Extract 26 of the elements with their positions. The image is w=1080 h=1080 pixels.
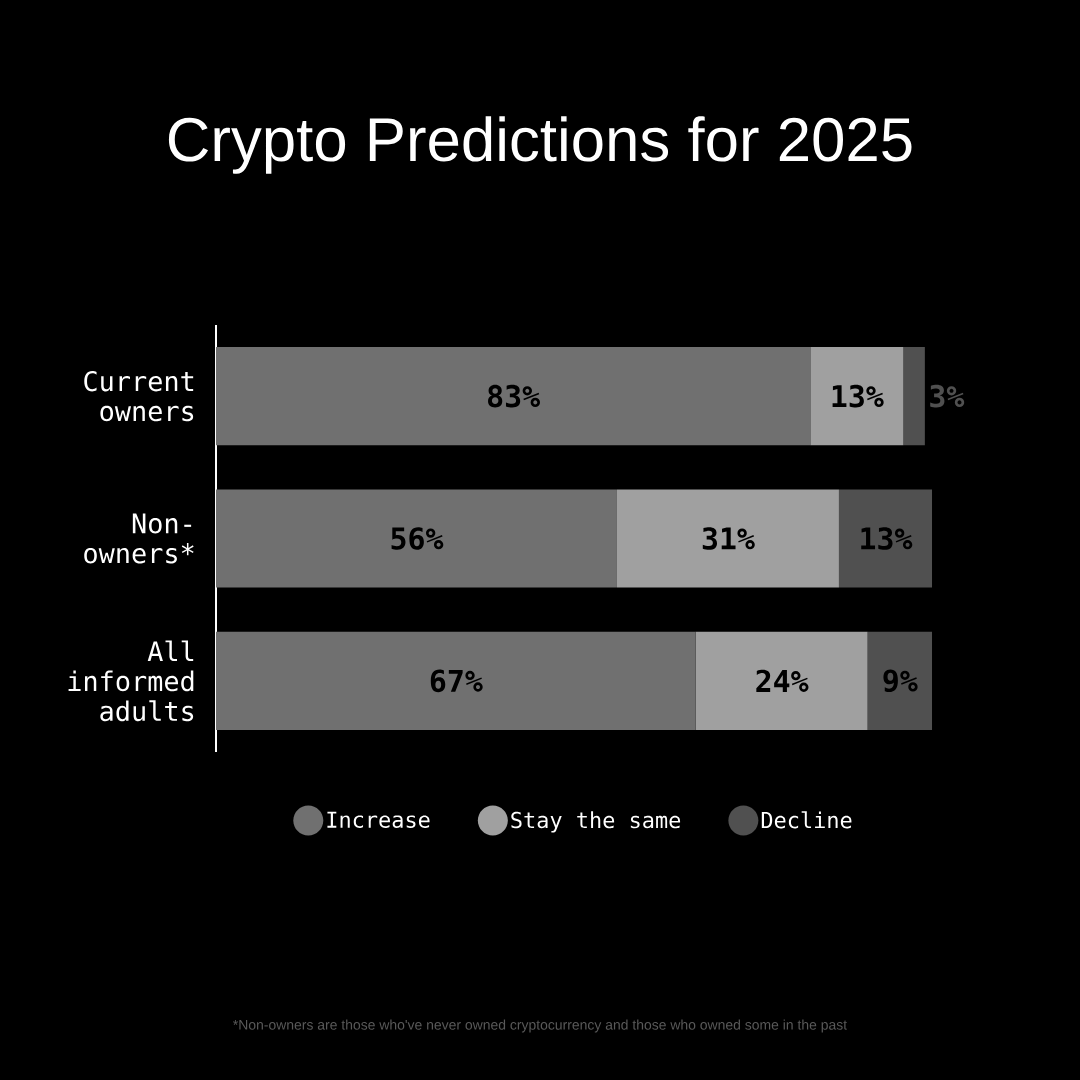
bar xyxy=(216,489,617,588)
legend-label: Stay the same xyxy=(511,811,681,833)
bar xyxy=(216,631,696,730)
bar xyxy=(903,347,925,446)
data-label: 9% xyxy=(883,669,918,693)
y-tick-label: Non-owners* xyxy=(84,513,194,564)
data-label: 13% xyxy=(861,527,913,550)
text: *Non-owners are those who've never owned cryptocurrency and those who owned some in the past xyxy=(233,1019,847,1033)
bar xyxy=(695,631,868,730)
bar xyxy=(616,489,839,588)
data-label: 31% xyxy=(702,527,755,550)
bar xyxy=(867,631,933,730)
data-label: 24% xyxy=(756,669,809,692)
chart-title: Crypto Predictions for 2025 xyxy=(168,116,912,174)
data-label: 67% xyxy=(430,669,483,693)
bar xyxy=(216,347,811,446)
legend-label: Decline xyxy=(761,811,852,829)
bar xyxy=(838,489,933,588)
data-label: 56% xyxy=(391,527,444,550)
legend-label: Increase xyxy=(327,811,430,828)
data-label: 13% xyxy=(832,384,884,408)
data-label: 83% xyxy=(488,384,540,408)
y-tick-label: All informed adults xyxy=(68,640,194,722)
data-label: 3% xyxy=(930,384,965,408)
bar xyxy=(810,347,904,446)
y-tick-label: Current owners xyxy=(84,371,194,422)
